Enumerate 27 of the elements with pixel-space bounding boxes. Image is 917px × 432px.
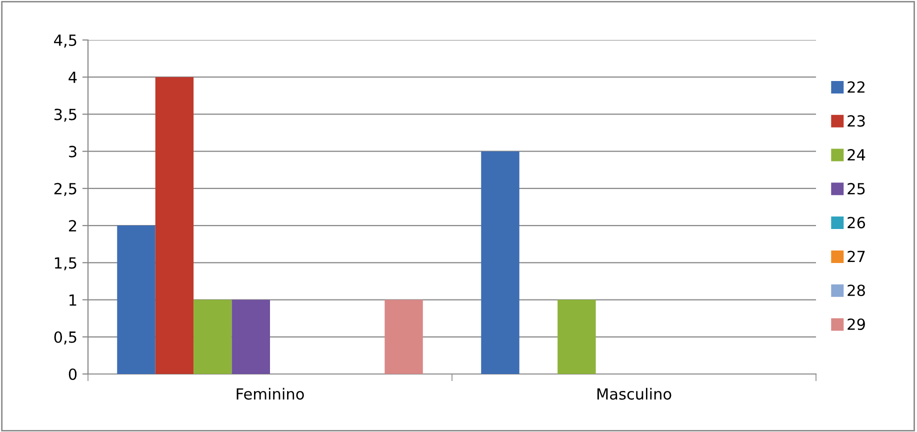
legend-label: 26 xyxy=(848,216,866,228)
y-tick-label: 4,5 xyxy=(54,34,76,48)
bar xyxy=(117,226,156,374)
legend-label: 23 xyxy=(848,115,865,127)
legend-label: 28 xyxy=(848,284,865,296)
y-tick-label: 0,5 xyxy=(54,331,76,344)
y-tick-label: 1 xyxy=(70,294,76,306)
legend-label: 25 xyxy=(848,182,865,194)
x-tick-label: Masculino xyxy=(597,388,672,400)
bar xyxy=(155,77,194,374)
y-tick-label: 2,5 xyxy=(54,182,76,196)
legend-label: 22 xyxy=(848,81,864,93)
legend-label: 29 xyxy=(848,318,865,330)
y-tick-label: 4 xyxy=(68,72,77,83)
y-tick-label: 3 xyxy=(69,146,76,158)
bar xyxy=(558,300,596,374)
legend-label: 24 xyxy=(848,149,866,160)
y-tick-label: 2 xyxy=(68,220,76,232)
bar xyxy=(384,300,423,374)
bar xyxy=(481,151,520,374)
bar xyxy=(232,300,270,374)
legend-label: 27 xyxy=(848,250,865,262)
bar xyxy=(194,300,232,374)
y-tick-label: 1,5 xyxy=(54,257,76,270)
x-tick-label: Feminino xyxy=(236,388,304,400)
y-tick-label: 3,5 xyxy=(54,108,76,122)
y-tick-label: 0 xyxy=(68,368,77,380)
